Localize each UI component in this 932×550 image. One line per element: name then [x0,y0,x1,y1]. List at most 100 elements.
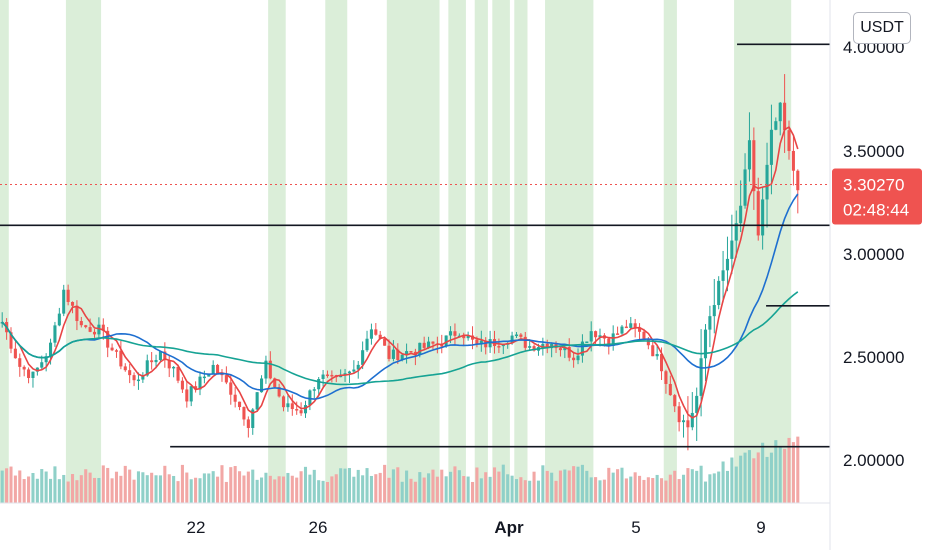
volume-bar [97,477,101,503]
volume-bar [268,475,272,503]
volume-bar [35,478,39,503]
candle-body [264,360,268,379]
volume-bar [185,472,189,503]
volume-bar [585,470,589,503]
volume-bar [229,467,233,503]
candle-body [484,340,488,348]
volume-bar [330,476,334,503]
volume-bar [563,469,567,503]
candle-body [88,327,92,332]
volume-bar [101,465,105,503]
volume-bar [690,469,694,503]
volume-bar [145,475,149,503]
candle-body [497,346,501,348]
volume-bar [189,479,193,503]
highlight-band [514,0,528,503]
volume-bar [57,479,61,503]
candle-body [13,348,17,359]
moving-average-line [1,125,799,419]
candle-body [717,280,721,306]
highlight-bands [0,0,792,503]
volume-bar [49,478,53,503]
quote-unit-badge[interactable]: USDT [853,12,911,44]
volume-bar [752,458,756,503]
highlight-band [448,0,466,503]
candle-body [216,364,220,374]
volume-bar [708,474,712,503]
volume-bar [378,472,382,503]
volume-bar [396,467,400,503]
volume-bar [523,480,527,503]
volume-bar [703,481,708,503]
candle-body [66,289,70,302]
volume-bar [479,478,483,503]
volume-bar [686,468,690,503]
date-tick-label: 26 [309,518,328,537]
volume-bar [475,467,479,503]
horizontal-lines[interactable] [0,43,830,448]
candle-body [391,349,395,359]
candle-body [163,351,167,361]
volume-bar [352,476,356,503]
volume-bar [725,470,730,503]
volume-bar [462,476,466,503]
candle-body [413,351,417,356]
volume-bar [528,480,532,503]
time-axis[interactable]: 22 26 Apr 5 9 [187,518,766,537]
price-axis[interactable]: 2.00000 2.50000 3.00000 3.50000 4.00000 [843,38,904,470]
candle-body [70,301,75,306]
volume-bar [466,476,470,503]
current-price-value: 3.30270 [843,176,904,195]
volume-bar [92,477,97,503]
candle-body [787,130,791,151]
current-price-tag: 3.30270 02:48:44 [832,168,922,225]
volume-bar [796,436,800,503]
volume-bar [176,481,180,503]
candle-body [743,169,747,206]
moving-average-line [1,193,799,400]
candle-body [747,140,751,170]
volume-bar [646,477,650,503]
candle-body [633,323,637,329]
candle-body [374,329,378,335]
volume-bar [44,471,48,503]
volume-bar [699,465,703,503]
volume-bar [607,467,611,503]
volume-bar [484,472,488,503]
candle-body [361,350,365,365]
volume-bar [717,471,721,503]
candle-body [75,305,79,322]
candle-body [721,270,725,281]
candle-body [422,342,426,348]
candle-body [185,389,189,402]
candle-body [607,338,611,346]
candle-body [180,380,184,390]
candle-body [347,371,351,374]
candle-body [598,335,602,338]
candle-body [238,401,242,408]
volume-bar [470,481,475,503]
volume-bar [40,469,44,503]
volume-bar [598,480,602,503]
candle-body [27,369,31,378]
volume-bar [172,475,176,503]
candle-body [453,331,457,336]
volume-bar [290,475,294,503]
volume-bar [264,472,268,503]
volume-bar [510,475,514,503]
volume-bar [114,471,119,503]
candle-body [769,129,773,165]
candle-body [299,410,303,414]
candle-body [57,313,61,326]
candle-body [172,366,176,369]
candle-body [761,199,765,236]
volume-bar [387,477,391,503]
volume-bar [167,474,171,503]
candle-body [281,396,286,408]
volume-bar [400,481,404,503]
volume-bar [53,466,57,503]
candle-body [796,170,800,191]
volume-bar [260,477,264,503]
volume-bar [558,470,562,503]
